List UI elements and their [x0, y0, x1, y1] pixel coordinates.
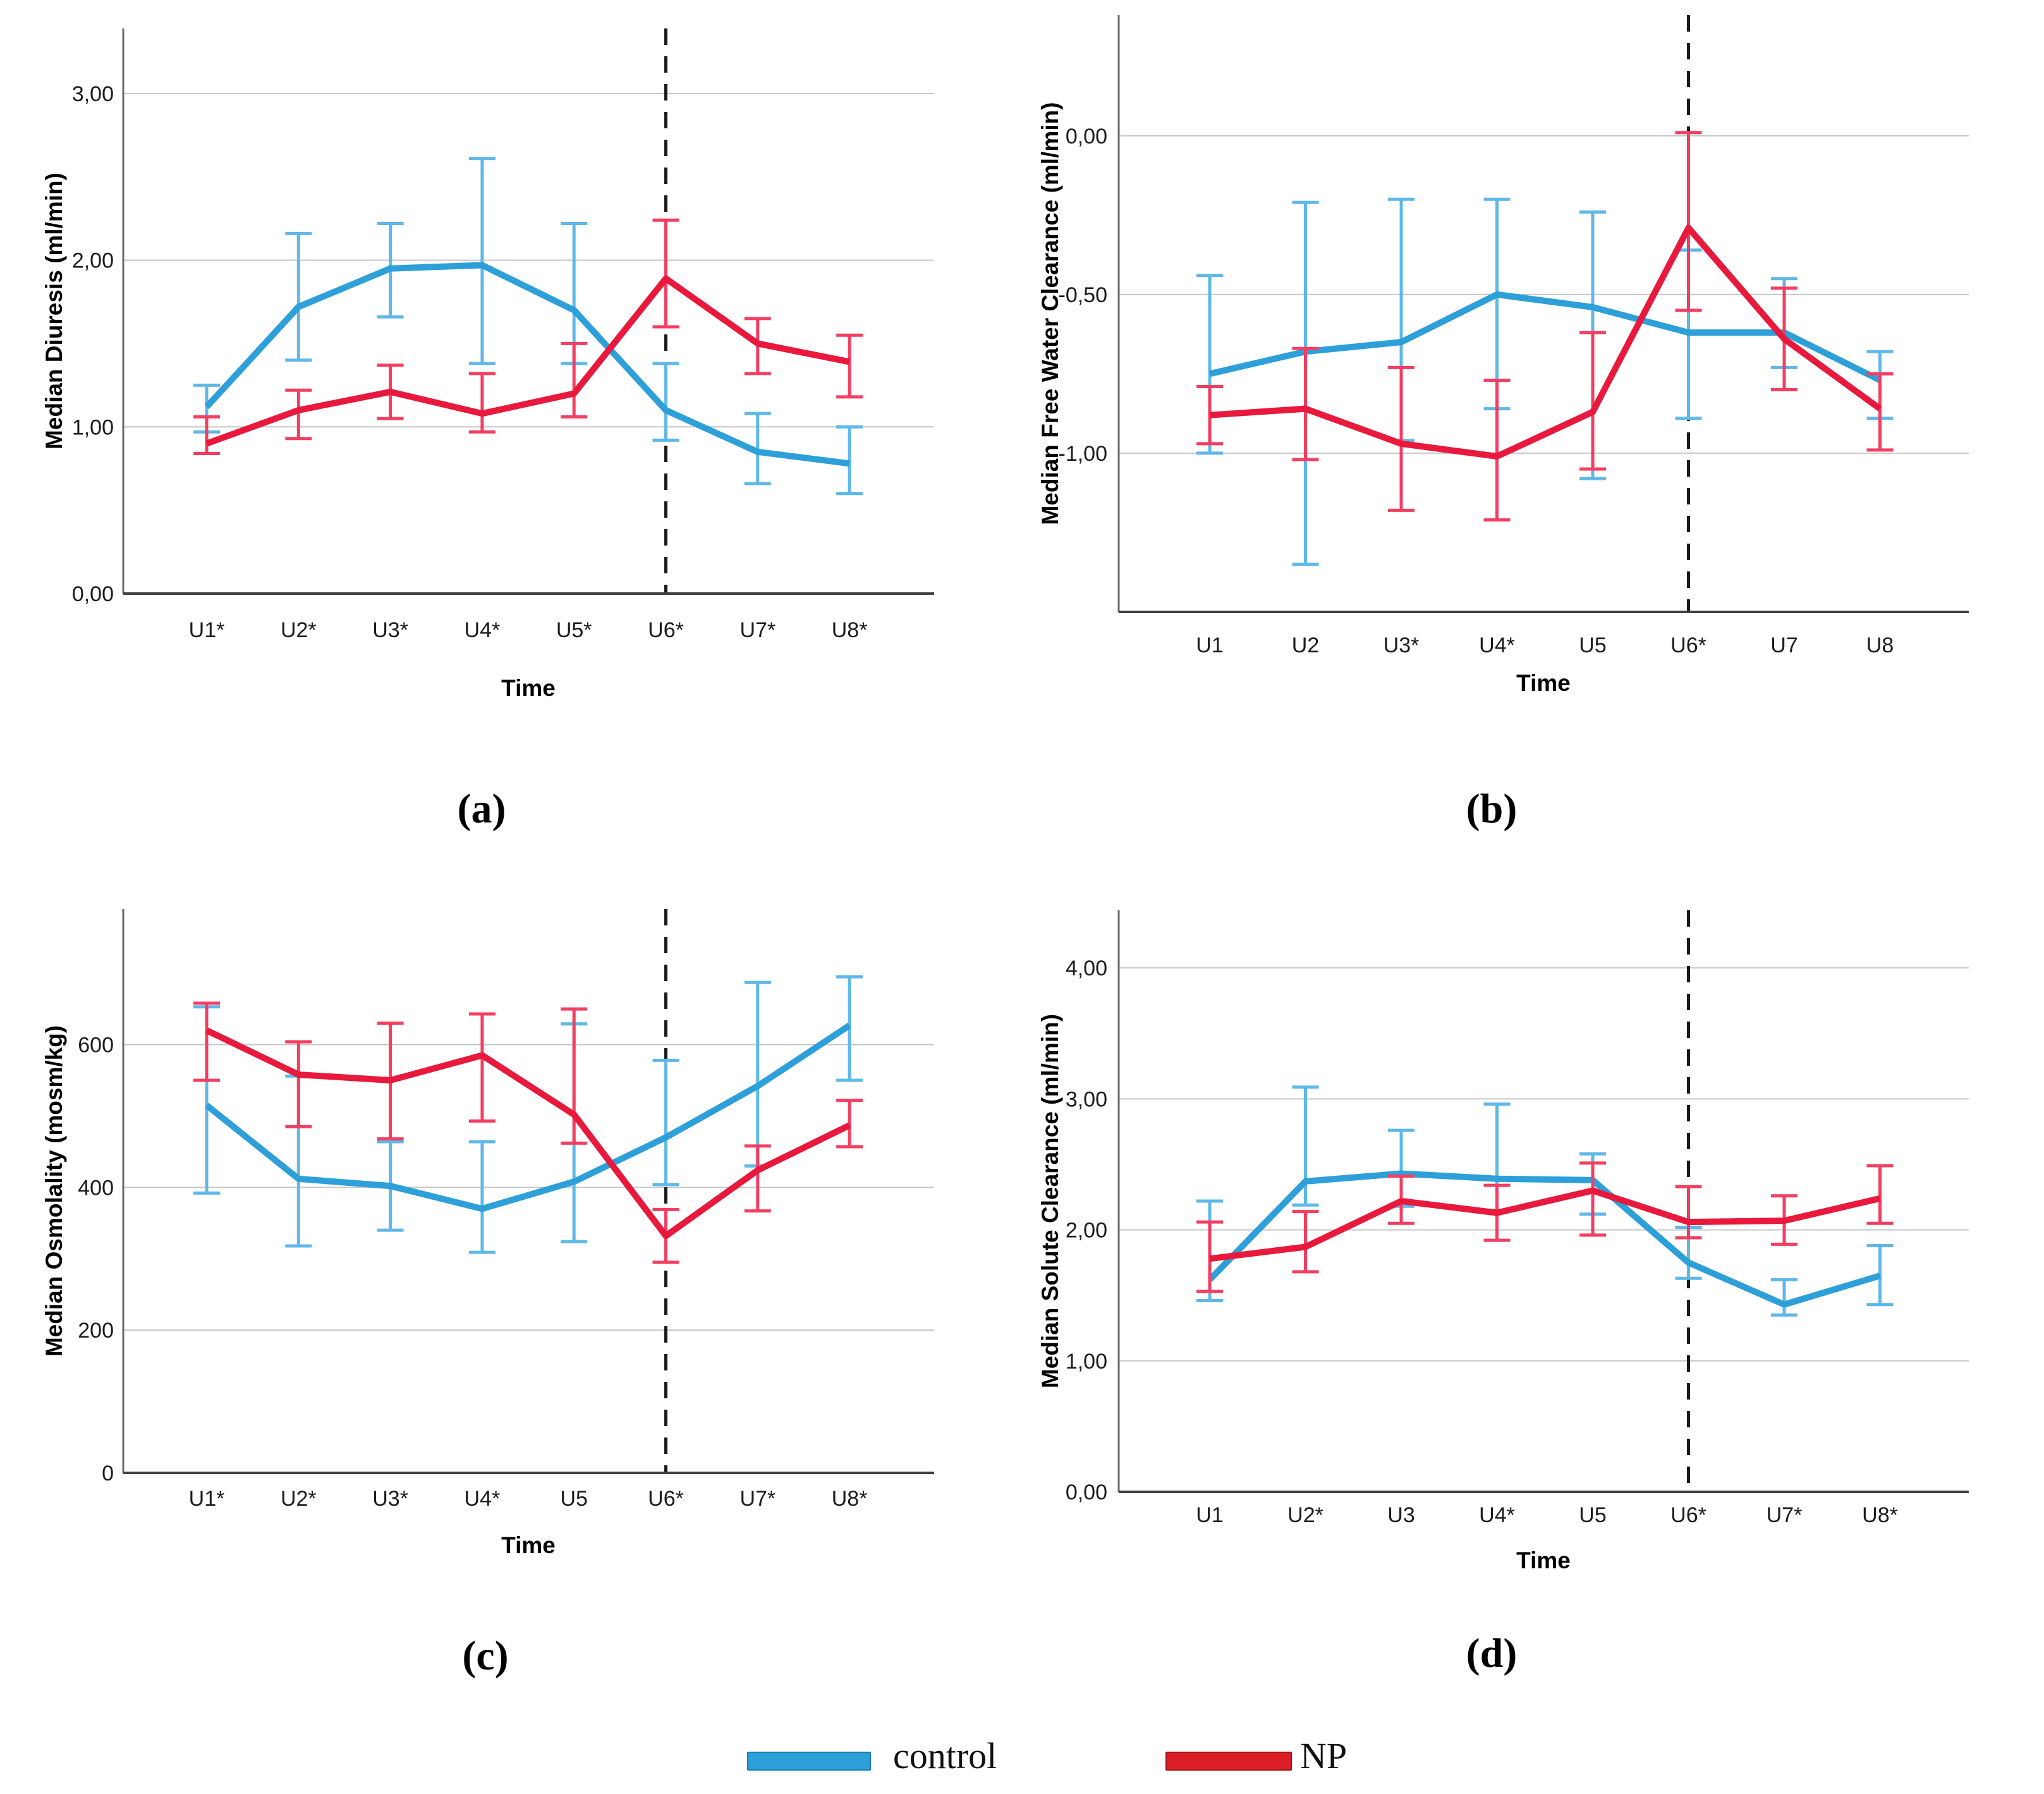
- panel-a-ytick-label: 2,00: [72, 249, 114, 273]
- panel-d-xtick-label: U3: [1387, 1503, 1414, 1527]
- legend-label-np: NP: [1300, 1735, 1347, 1776]
- panel-d-y-axis-title: Median Solute Clearance (ml/min): [1037, 1013, 1063, 1389]
- panel-d: 0,00 1,00 2,00 3,00 4,00 U1 U2* U3 U4* U5 U6* U7* U8…: [1066, 910, 1969, 1527]
- panel-c-xtick-label: U3*: [372, 1487, 408, 1511]
- panel-c-xtick-label: U4*: [465, 1487, 501, 1511]
- panel-a-xtick-label: U5*: [556, 618, 592, 642]
- panel-c: 0 200 400 600 U1* U2* U3* U4* U5 U6* U7* U8*: [78, 909, 934, 1511]
- panel-d-caption: (d): [1466, 1630, 1518, 1676]
- panel-d-xtick-label: U4*: [1479, 1503, 1515, 1527]
- panel-c-xtick-label: U6*: [648, 1487, 684, 1511]
- panel-a-caption: (a): [457, 786, 506, 832]
- panel-c-xtick-label: U1*: [189, 1487, 225, 1511]
- panel-a-series-NP: [193, 218, 863, 455]
- panel-c-series-NP: [193, 1001, 863, 1264]
- panel-a-ytick-label: 0,00: [72, 582, 114, 606]
- panel-a-xtick-label: U2*: [281, 618, 317, 642]
- panel-b-series-NP: [1196, 131, 1894, 522]
- panel-d-ytick-label: 4,00: [1066, 956, 1107, 980]
- panel-d-ytick-label: 2,00: [1066, 1219, 1107, 1243]
- panel-a-x-axis-title: Time: [501, 675, 556, 701]
- panel-d-xtick-label: U5: [1579, 1503, 1606, 1527]
- panel-a-xtick-label: U4*: [465, 618, 501, 642]
- legend-swatch-np: [1165, 1752, 1292, 1771]
- panel-c-y-axis-title: Median Osmolality (mosm/kg): [41, 1025, 67, 1357]
- panel-c-xtick-label: U2*: [281, 1487, 317, 1511]
- panel-a-xtick-label: U3*: [372, 618, 408, 642]
- panel-d-xtick-label: U1: [1196, 1503, 1223, 1527]
- series-line-NP: [205, 1027, 851, 1240]
- panel-b-y-axis-title: Median Free Water Clearance (ml/min): [1037, 102, 1063, 525]
- panel-b-xtick-label: U6*: [1670, 633, 1706, 657]
- panel-c-caption: (c): [462, 1633, 509, 1679]
- panel-b-ytick-label: 0,00: [1066, 125, 1107, 149]
- panel-a-xtick-label: U1*: [189, 618, 225, 642]
- panel-a-xtick-label: U7*: [739, 618, 776, 642]
- series-line-NP: [1209, 1187, 1881, 1262]
- panel-d-x-axis-title: Time: [1516, 1547, 1571, 1573]
- panel-b-x-axis-title: Time: [1516, 670, 1571, 696]
- panel-b-ytick-label: -0,50: [1059, 283, 1108, 307]
- panel-d-ytick-label: 1,00: [1066, 1350, 1107, 1374]
- panel-c-ytick-label: 0: [102, 1461, 114, 1486]
- panel-b-xtick-label: U4*: [1479, 633, 1515, 657]
- legend-swatch-control: [747, 1752, 871, 1771]
- panel-a-y-axis-title: Median Diuresis (ml/min): [41, 173, 67, 449]
- panel-d-xtick-label: U2*: [1287, 1503, 1323, 1527]
- panel-c-xtick-label: U5: [560, 1487, 587, 1511]
- panel-a-series-control: [193, 157, 863, 496]
- panel-b-xtick-label: U1: [1196, 633, 1223, 657]
- series-line-NP: [205, 275, 851, 447]
- panel-c-ytick-label: 200: [78, 1319, 114, 1343]
- panel-b-xtick-label: U3*: [1384, 633, 1420, 657]
- panel-b-ytick-label: -1,00: [1059, 442, 1108, 466]
- panel-a-xtick-label: U6*: [648, 618, 684, 642]
- panel-d-series-NP: [1196, 1161, 1894, 1293]
- panel-d-xtick-label: U8*: [1862, 1503, 1898, 1527]
- panel-c-ytick-label: 400: [78, 1176, 114, 1200]
- panel-d-ytick-label: 0,00: [1066, 1480, 1107, 1504]
- panel-c-xtick-label: U7*: [739, 1487, 776, 1511]
- panel-a: 0,00 1,00 2,00 3,00 U1* U2* U3* U4* U5* U6* U7* U8*: [72, 28, 934, 642]
- legend-label-control: control: [893, 1735, 997, 1776]
- series-line-control: [1207, 1170, 1881, 1308]
- panel-b-xtick-label: U2: [1292, 633, 1319, 657]
- panel-a-ytick-label: 1,00: [72, 415, 114, 439]
- series-line-control: [1208, 291, 1882, 383]
- panel-d-ytick-label: 3,00: [1066, 1087, 1107, 1111]
- series-line-control: [204, 262, 850, 467]
- panel-b-xtick-label: U8: [1866, 633, 1894, 657]
- panel-d-xtick-label: U6*: [1670, 1503, 1706, 1527]
- panel-c-xtick-label: U8*: [832, 1487, 868, 1511]
- series-line-NP: [1209, 224, 1882, 460]
- panel-c-ytick-label: 600: [78, 1034, 114, 1058]
- panel-c-x-axis-title: Time: [501, 1532, 556, 1558]
- panel-b: 0,00 -0,50 -1,00 U1 U2 U3* U4* U5 U6* U7 U8: [1059, 15, 1969, 657]
- panel-a-ytick-label: 3,00: [72, 82, 114, 106]
- panel-b-series-control: [1196, 197, 1894, 566]
- panel-d-xtick-label: U7*: [1767, 1503, 1803, 1527]
- panel-a-xtick-label: U8*: [832, 618, 868, 642]
- panel-b-caption: (b): [1466, 786, 1518, 832]
- panel-b-xtick-label: U5: [1579, 633, 1606, 657]
- panel-b-xtick-label: U7: [1770, 633, 1798, 657]
- series-line-control: [204, 1022, 851, 1212]
